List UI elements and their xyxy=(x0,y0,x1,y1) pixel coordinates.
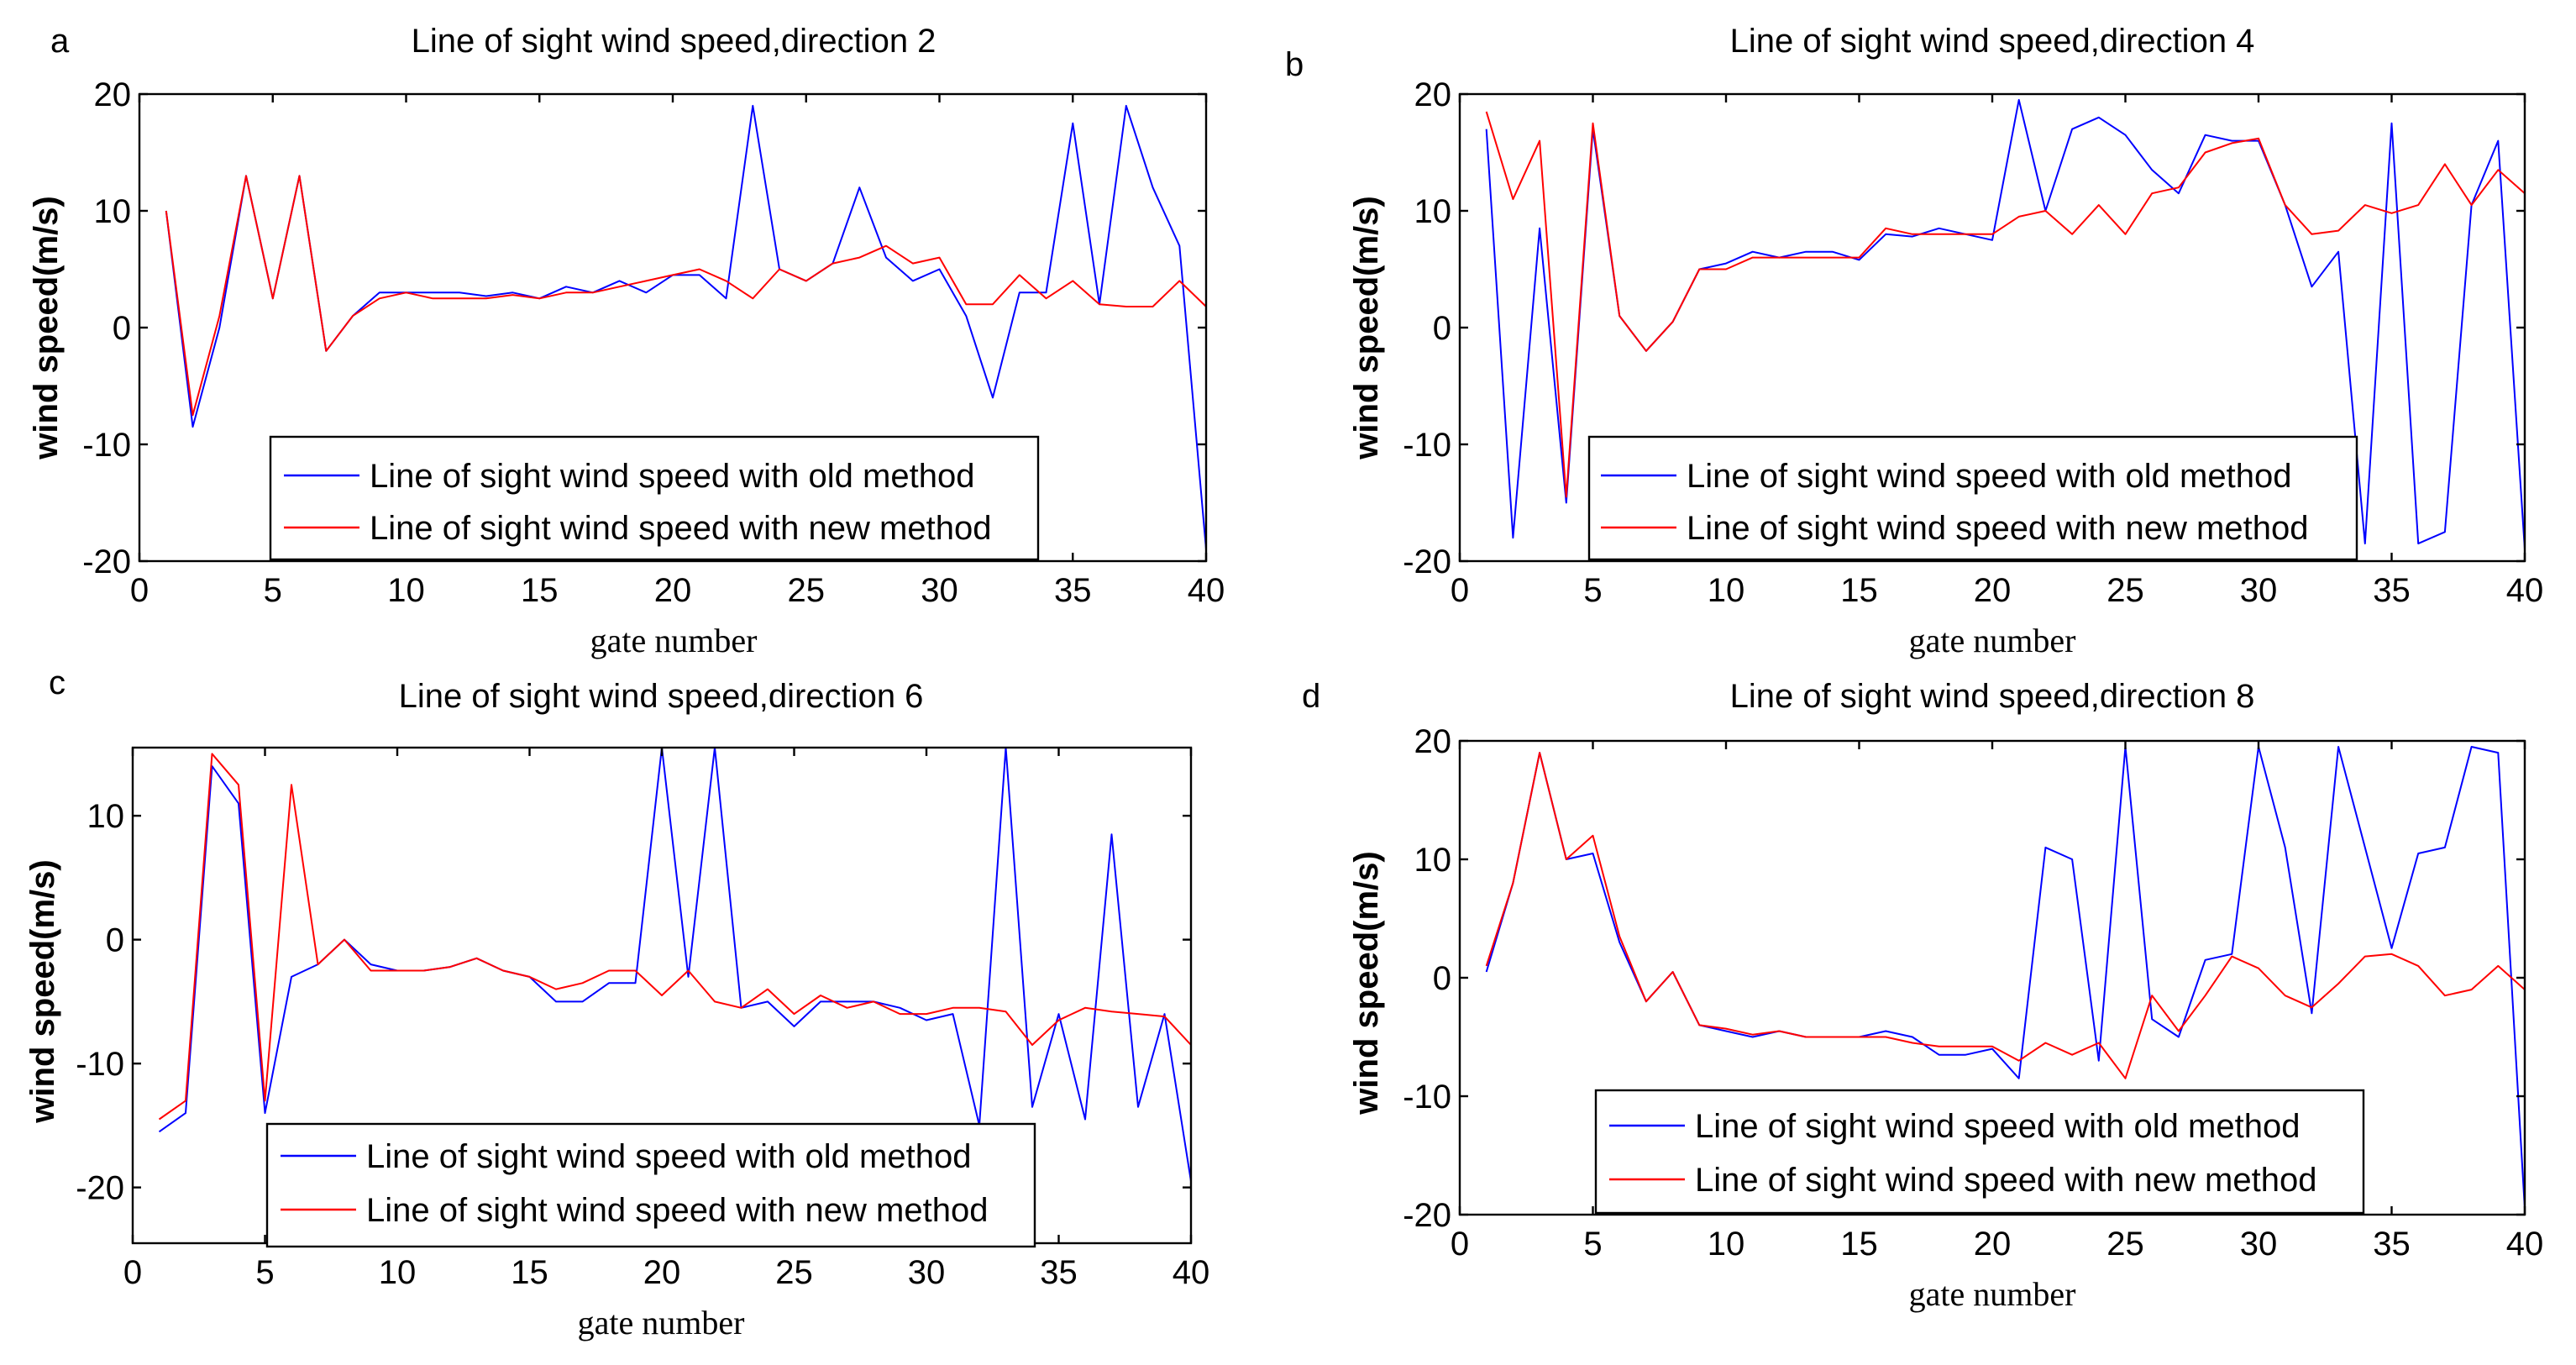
chart-panel-b: b Line of sight wind speed,direction 4 w… xyxy=(1285,23,2543,659)
y-tick-label: -10 xyxy=(1403,1079,1451,1116)
x-tick-label: 25 xyxy=(2106,1226,2144,1263)
legend-box xyxy=(1587,435,2358,561)
x-tick-label: 5 xyxy=(264,572,282,609)
series-line-new xyxy=(158,753,1192,1121)
legend-box xyxy=(1594,1089,2365,1215)
legend-label-new: Line of sight wind speed with new method xyxy=(1687,510,2308,547)
x-axis-label: gate number xyxy=(590,622,758,659)
x-tick-label: 40 xyxy=(2506,572,2544,609)
x-tick-label: 25 xyxy=(775,1254,813,1291)
x-tick-label: 0 xyxy=(1451,572,1469,609)
legend-label-old: Line of sight wind speed with old method xyxy=(366,1138,971,1175)
x-tick-label: 0 xyxy=(1451,1226,1469,1263)
y-tick-label: 0 xyxy=(1433,310,1451,347)
series-line-new xyxy=(165,175,1207,417)
chart-title: Line of sight wind speed,direction 8 xyxy=(1730,678,2255,715)
y-tick-label: 0 xyxy=(113,310,131,347)
series-line-new xyxy=(1485,111,2526,498)
legend: Line of sight wind speed with old method… xyxy=(1594,1089,2365,1215)
legend: Line of sight wind speed with old method… xyxy=(1587,435,2358,561)
panel-label: c xyxy=(49,664,66,701)
x-tick-label: 20 xyxy=(654,572,692,609)
y-tick-label: 10 xyxy=(87,798,125,835)
chart-panel-d: d Line of sight wind speed,direction 8 w… xyxy=(1302,678,2543,1313)
x-tick-label: 15 xyxy=(1840,572,1878,609)
x-tick-label: 5 xyxy=(1583,572,1602,609)
x-tick-label: 30 xyxy=(908,1254,946,1291)
legend-label-new: Line of sight wind speed with new method xyxy=(370,510,991,547)
x-tick-label: 40 xyxy=(1188,572,1225,609)
panel-label: a xyxy=(50,23,70,60)
x-tick-label: 5 xyxy=(255,1254,274,1291)
chart-panel-c: c Line of sight wind speed,direction 6 w… xyxy=(24,664,1209,1341)
x-tick-label: 20 xyxy=(643,1254,681,1291)
x-tick-label: 40 xyxy=(2506,1226,2544,1263)
y-tick-label: 0 xyxy=(1433,960,1451,997)
x-tick-label: 30 xyxy=(921,572,958,609)
y-axis-label: wind speed(m/s) xyxy=(28,196,65,459)
legend-box xyxy=(265,1122,1036,1248)
x-tick-label: 30 xyxy=(2240,1226,2278,1263)
series-line-new xyxy=(1485,752,2526,1079)
chart-title: Line of sight wind speed,direction 6 xyxy=(399,678,924,715)
x-tick-label: 30 xyxy=(2240,572,2278,609)
x-tick-label: 0 xyxy=(130,572,149,609)
x-tick-label: 35 xyxy=(1054,572,1092,609)
legend-label-new: Line of sight wind speed with new method xyxy=(1695,1162,2316,1199)
panel-label: b xyxy=(1285,46,1304,83)
legend-label-old: Line of sight wind speed with old method xyxy=(1687,458,2291,495)
y-tick-label: 10 xyxy=(94,193,132,230)
x-tick-label: 10 xyxy=(1708,1226,1745,1263)
x-tick-label: 35 xyxy=(1040,1254,1078,1291)
y-tick-label: -20 xyxy=(1403,543,1451,580)
x-tick-label: 25 xyxy=(2106,572,2144,609)
y-tick-label: 0 xyxy=(106,922,124,959)
x-axis-label: gate number xyxy=(1909,622,2076,659)
x-tick-label: 0 xyxy=(123,1254,142,1291)
x-axis-label: gate number xyxy=(578,1304,745,1341)
y-tick-label: -20 xyxy=(76,1170,124,1207)
y-tick-label: 20 xyxy=(1414,723,1452,760)
x-axis-label: gate number xyxy=(1909,1275,2076,1313)
x-tick-label: 35 xyxy=(2373,1226,2411,1263)
chart-title: Line of sight wind speed,direction 4 xyxy=(1730,23,2255,60)
x-tick-label: 15 xyxy=(1840,1226,1878,1263)
y-tick-label: 10 xyxy=(1414,193,1452,230)
y-tick-label: 20 xyxy=(94,76,132,113)
chart-panel-a: a Line of sight wind speed,direction 2 w… xyxy=(28,23,1225,659)
x-tick-label: 15 xyxy=(521,572,559,609)
legend-box xyxy=(269,435,1040,561)
chart-title: Line of sight wind speed,direction 2 xyxy=(412,23,936,60)
y-tick-label: -10 xyxy=(1403,427,1451,464)
x-tick-label: 10 xyxy=(1708,572,1745,609)
panel-label: d xyxy=(1302,678,1320,715)
x-tick-label: 15 xyxy=(511,1254,548,1291)
y-axis-label: wind speed(m/s) xyxy=(24,859,61,1123)
x-tick-label: 20 xyxy=(1974,572,2012,609)
y-tick-label: 10 xyxy=(1414,842,1452,879)
y-tick-label: 20 xyxy=(1414,76,1452,113)
legend-label-old: Line of sight wind speed with old method xyxy=(1695,1108,2300,1145)
x-tick-label: 10 xyxy=(387,572,425,609)
legend: Line of sight wind speed with old method… xyxy=(265,1122,1036,1248)
y-axis-label: wind speed(m/s) xyxy=(1348,851,1385,1115)
legend-label-old: Line of sight wind speed with old method xyxy=(370,458,974,495)
legend-label-new: Line of sight wind speed with new method xyxy=(366,1192,988,1229)
y-tick-label: -20 xyxy=(82,543,131,580)
y-tick-label: -10 xyxy=(76,1046,124,1083)
legend: Line of sight wind speed with old method… xyxy=(269,435,1040,561)
y-axis-label: wind speed(m/s) xyxy=(1348,196,1385,459)
x-tick-label: 20 xyxy=(1974,1226,2012,1263)
y-tick-label: -10 xyxy=(82,427,131,464)
y-tick-label: -20 xyxy=(1403,1197,1451,1234)
x-tick-label: 10 xyxy=(379,1254,417,1291)
x-tick-label: 5 xyxy=(1583,1226,1602,1263)
x-tick-label: 40 xyxy=(1173,1254,1210,1291)
x-tick-label: 25 xyxy=(788,572,826,609)
x-tick-label: 35 xyxy=(2373,572,2411,609)
